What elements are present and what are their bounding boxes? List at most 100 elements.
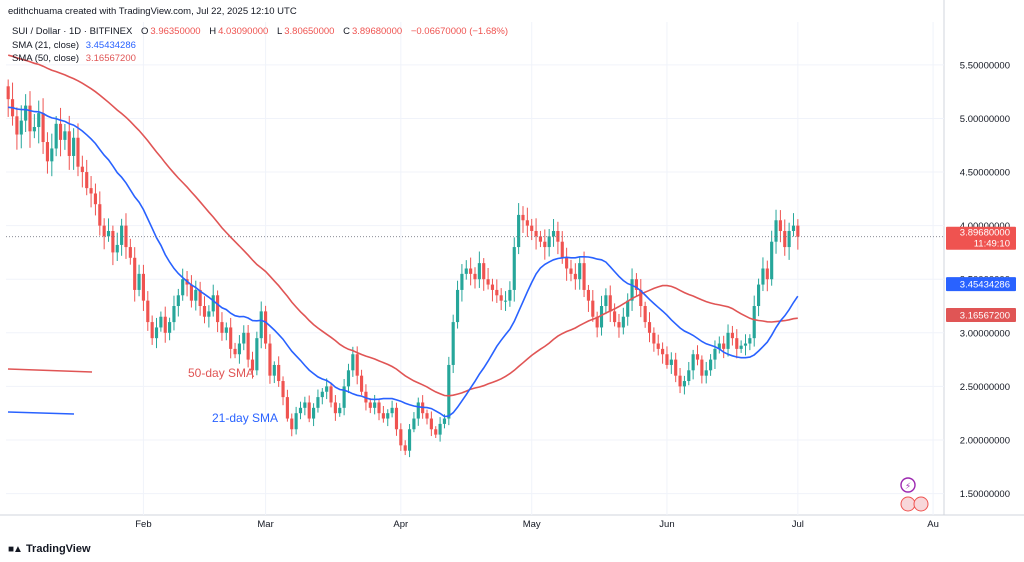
candle-body (50, 148, 54, 162)
legend-line-50 (7, 368, 93, 373)
candle-body (377, 402, 381, 414)
candle-body (530, 225, 534, 231)
candle-body (80, 166, 84, 173)
candle-body (565, 257, 569, 269)
event-flag-icon (913, 496, 929, 512)
sma50-price-label: 3.16567200 (960, 311, 1010, 322)
candle-body (115, 244, 119, 253)
candle-body (669, 359, 673, 365)
candle-body (761, 268, 765, 285)
candle-body (595, 316, 599, 328)
candle-body (285, 397, 289, 419)
candle-body (652, 332, 656, 344)
candle-body (359, 375, 364, 392)
candle-body (207, 311, 211, 317)
y-tick-label: 3.00000000 (960, 328, 1010, 339)
candle-body (726, 332, 730, 349)
candle-body (442, 418, 447, 424)
sma21-legend-value: 3.45434286 (85, 40, 136, 51)
candle-body (229, 327, 233, 349)
candle-body (268, 343, 272, 376)
candle-body (599, 306, 604, 328)
candle-body (477, 263, 481, 280)
candle-body (6, 86, 10, 100)
candle-body (24, 105, 28, 121)
y-tick-label: 2.00000000 (960, 435, 1010, 446)
candle-body (58, 123, 63, 140)
x-tick-label: Au (927, 519, 939, 530)
sma50-legend[interactable]: SMA (50, close) 3.16567200 (12, 53, 136, 64)
candle-body (691, 354, 695, 371)
event-flag-icon (900, 496, 916, 512)
candle-body (525, 220, 529, 226)
candle-body (582, 263, 586, 290)
last-price-tag (946, 226, 1016, 250)
last-price-label: 3.89680000 (960, 228, 1010, 239)
candle-body (613, 311, 617, 323)
candle-body (521, 214, 525, 221)
sma50-legend-label: SMA (50, close) (12, 53, 80, 64)
candle-body (438, 423, 442, 435)
candle-body (617, 322, 621, 328)
annotations: 50-day SMA 21-day SMA (7, 366, 278, 425)
candle-body (447, 364, 451, 419)
chart-icons[interactable]: ⚡ (900, 477, 929, 512)
candle-body (560, 241, 564, 258)
y-tick-label: 5.00000000 (960, 114, 1010, 125)
candle-body (373, 402, 377, 408)
candle-body (482, 263, 486, 280)
candle-body (172, 306, 176, 323)
legend-line-21 (7, 411, 75, 415)
candle-body (168, 322, 172, 333)
tradingview-logo-icon: ■▲ (8, 544, 23, 555)
candle-body (106, 230, 111, 237)
candle-body (791, 225, 796, 231)
candle-body (41, 113, 45, 143)
candle-body (499, 295, 503, 301)
candle-body (137, 273, 141, 290)
candle-body (621, 316, 625, 328)
x-tick-label: Feb (135, 519, 151, 530)
candle-body (543, 241, 547, 248)
candle-body (133, 257, 137, 290)
candle-body (307, 402, 311, 419)
candle-body (325, 386, 329, 392)
low-value: 3.80650000 (284, 26, 335, 37)
candle-body (425, 413, 429, 419)
candle-body (765, 268, 769, 280)
candle-body (76, 137, 80, 167)
candle-body (735, 338, 739, 349)
candle-body (464, 268, 468, 274)
candle-body (102, 225, 106, 237)
candle-body (752, 306, 756, 339)
candle-body (429, 418, 433, 430)
sma21-annotation: 21-day SMA (212, 411, 278, 425)
y-tick-label: 5.50000000 (960, 60, 1010, 71)
sma21-legend-label: SMA (21, close) (12, 40, 80, 51)
candle-body (272, 364, 276, 376)
time-axis[interactable]: Feb Mar Apr May Jun Jul Au (135, 519, 939, 530)
candle-body (739, 345, 743, 349)
sma21-legend[interactable]: SMA (21, close) 3.45434286 (12, 40, 136, 51)
brand-name: TradingView (25, 543, 91, 555)
tradingview-brand[interactable]: ■▲ TradingView (8, 543, 91, 555)
candle-body (181, 279, 185, 296)
symbol-legend[interactable]: SUI / Dollar · 1D · BITFINEX O 3.96350000… (12, 26, 510, 37)
candle-body (15, 116, 19, 135)
candle-body (224, 327, 228, 333)
candle-body (591, 300, 595, 317)
y-tick-label: 1.50000000 (960, 489, 1010, 500)
candle-body (757, 284, 761, 307)
candle-body (303, 402, 307, 408)
candle-body (277, 364, 281, 382)
x-tick-label: Jul (792, 519, 804, 530)
candle-body (37, 113, 41, 128)
candle-body (573, 273, 577, 280)
candle-body (578, 263, 582, 280)
symbol-label[interactable]: SUI / Dollar · 1D · BITFINEX (12, 26, 133, 37)
candle-body (770, 241, 774, 280)
candle-body (490, 284, 495, 290)
candle-body (469, 268, 473, 274)
candle-body (67, 131, 71, 156)
